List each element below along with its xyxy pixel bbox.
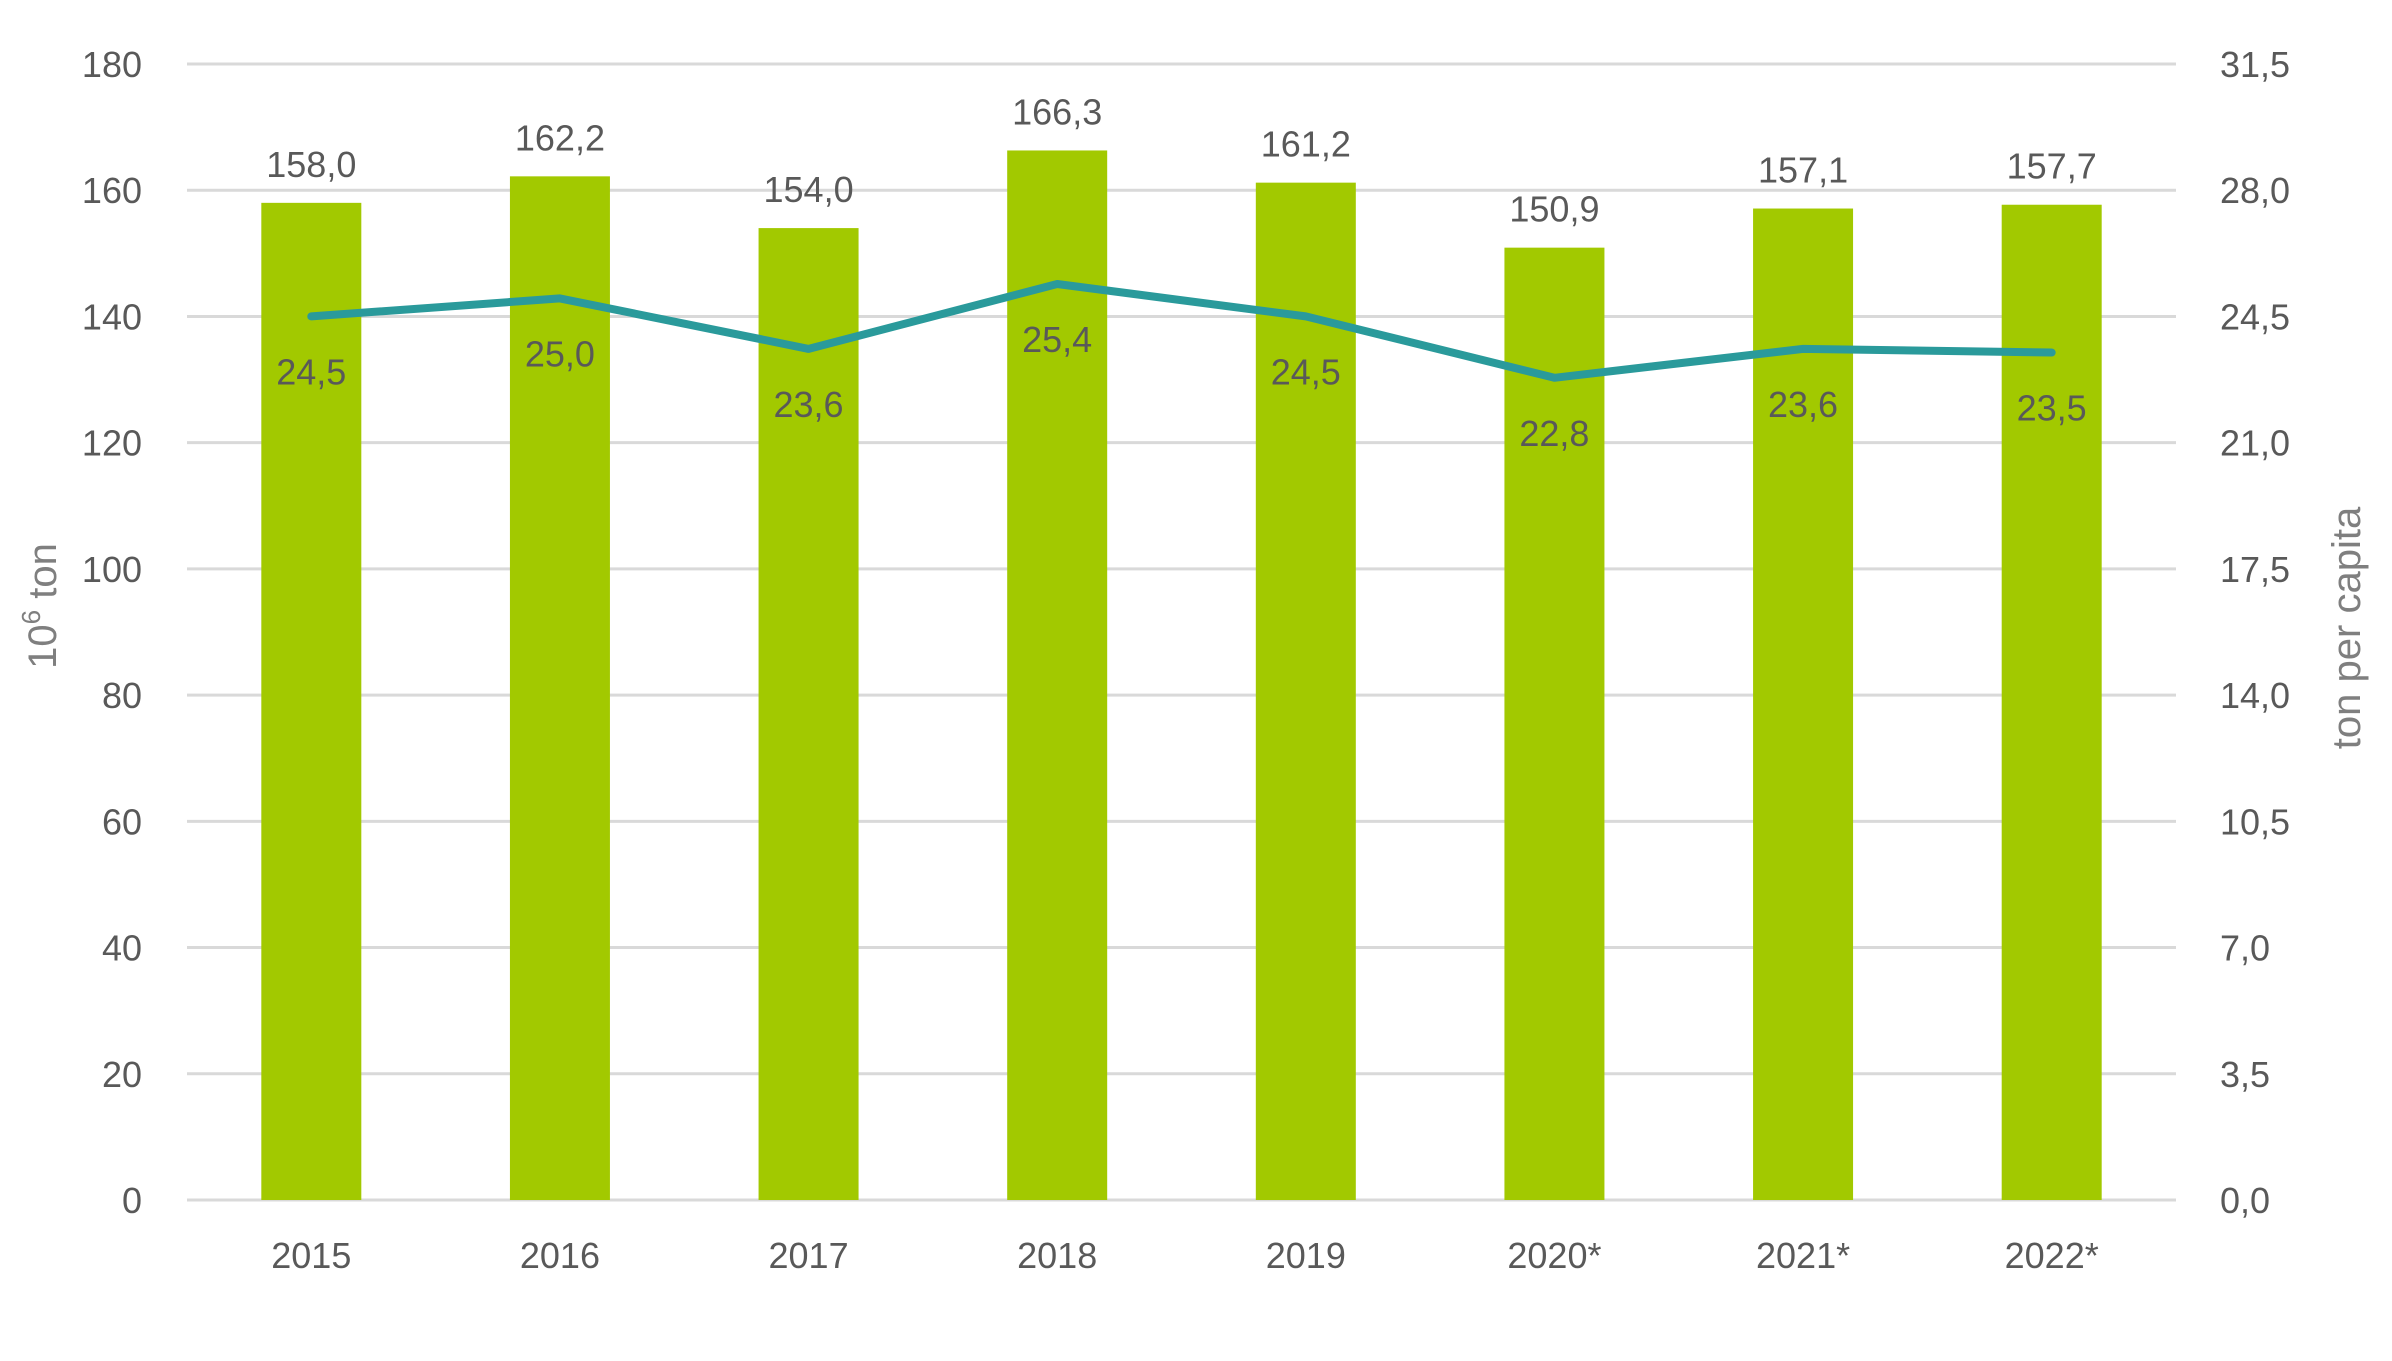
bar: [1504, 247, 1605, 1201]
x-tick-label: 2018: [1017, 1235, 1097, 1276]
bar: [261, 202, 362, 1200]
bar-data-label: 157,1: [1758, 150, 1848, 191]
x-tick-label: 2020*: [1507, 1235, 1601, 1276]
line-data-label: 24,5: [276, 351, 346, 392]
line-data-label: 23,6: [1768, 384, 1838, 425]
line-path: [307, 280, 2056, 382]
right-tick-label: 31,5: [2220, 44, 2290, 85]
right-tick-label: 21,0: [2220, 423, 2290, 464]
left-tick-label: 120: [82, 423, 142, 464]
line-point: [2050, 351, 2053, 354]
bar-data-label: 157,7: [2007, 146, 2097, 187]
x-tick-label: 2022*: [2005, 1235, 2099, 1276]
left-tick-label: 140: [82, 296, 142, 337]
right-tick-label: 17,5: [2220, 549, 2290, 590]
x-tick-label: 2017: [769, 1235, 849, 1276]
left-tick-label: 0: [122, 1180, 142, 1221]
bar-data-labels: 158,0 162,2 154,0 166,3 161,2 150,9 157,1 157,7: [266, 91, 2096, 229]
bar: [2001, 204, 2102, 1200]
left-tick-label: 40: [102, 928, 142, 969]
x-tick-label: 2019: [1266, 1235, 1346, 1276]
line-series: [307, 280, 2056, 382]
line-data-label: 25,0: [525, 333, 595, 374]
left-axis-ticks: 0 20 40 60 80 100 120 140 160 180: [82, 44, 142, 1221]
right-tick-label: 0,0: [2220, 1180, 2270, 1221]
left-tick-label: 100: [82, 549, 142, 590]
bar-data-label: 162,2: [515, 117, 605, 158]
right-tick-label: 24,5: [2220, 296, 2290, 337]
bar-data-label: 158,0: [266, 144, 356, 185]
line-data-label: 23,5: [2017, 388, 2087, 429]
bar: [758, 228, 859, 1201]
line-point: [1056, 282, 1059, 285]
line-data-labels: 24,5 25,0 23,6 25,4 24,5 22,8 23,6 23,5: [276, 319, 2086, 454]
bar-series: [261, 150, 2102, 1201]
line-point: [1304, 315, 1307, 318]
left-tick-label: 80: [102, 675, 142, 716]
bar-data-label: 161,2: [1261, 124, 1351, 165]
bar-data-label: 150,9: [1509, 189, 1599, 230]
line-point: [310, 315, 313, 318]
x-axis-ticks: 2015 2016 2017 2018 2019 2020* 2021* 2022*: [271, 1235, 2098, 1276]
right-tick-label: 7,0: [2220, 928, 2270, 969]
left-axis-title: 106 ton: [16, 543, 65, 669]
left-tick-label: 20: [102, 1054, 142, 1095]
right-axis-ticks: 0,0 3,5 7,0 10,5 14,0 17,5 21,0 24,5 28,0 31,5: [2220, 44, 2290, 1221]
left-tick-label: 60: [102, 801, 142, 842]
bar: [1753, 208, 1854, 1201]
line-point: [558, 297, 561, 300]
gridlines: [187, 62, 2176, 1202]
right-axis-title: ton per capita: [2325, 506, 2369, 749]
line-data-label: 23,6: [774, 384, 844, 425]
bar: [1255, 182, 1356, 1200]
right-tick-label: 28,0: [2220, 170, 2290, 211]
line-data-label: 24,5: [1271, 351, 1341, 392]
line-point: [1553, 376, 1556, 379]
line-point: [1802, 347, 1805, 350]
left-tick-label: 180: [82, 44, 142, 85]
line-point: [807, 347, 810, 350]
right-tick-label: 10,5: [2220, 801, 2290, 842]
left-tick-label: 160: [82, 170, 142, 211]
bar: [509, 176, 610, 1201]
line-data-label: 22,8: [1519, 413, 1589, 454]
x-tick-label: 2016: [520, 1235, 600, 1276]
bar-data-label: 154,0: [764, 169, 854, 210]
bar-data-label: 166,3: [1012, 91, 1102, 132]
right-tick-label: 14,0: [2220, 675, 2290, 716]
bar: [1007, 150, 1108, 1201]
right-tick-label: 3,5: [2220, 1054, 2270, 1095]
x-tick-label: 2015: [271, 1235, 351, 1276]
x-tick-label: 2021*: [1756, 1235, 1850, 1276]
line-data-label: 25,4: [1022, 319, 1092, 360]
